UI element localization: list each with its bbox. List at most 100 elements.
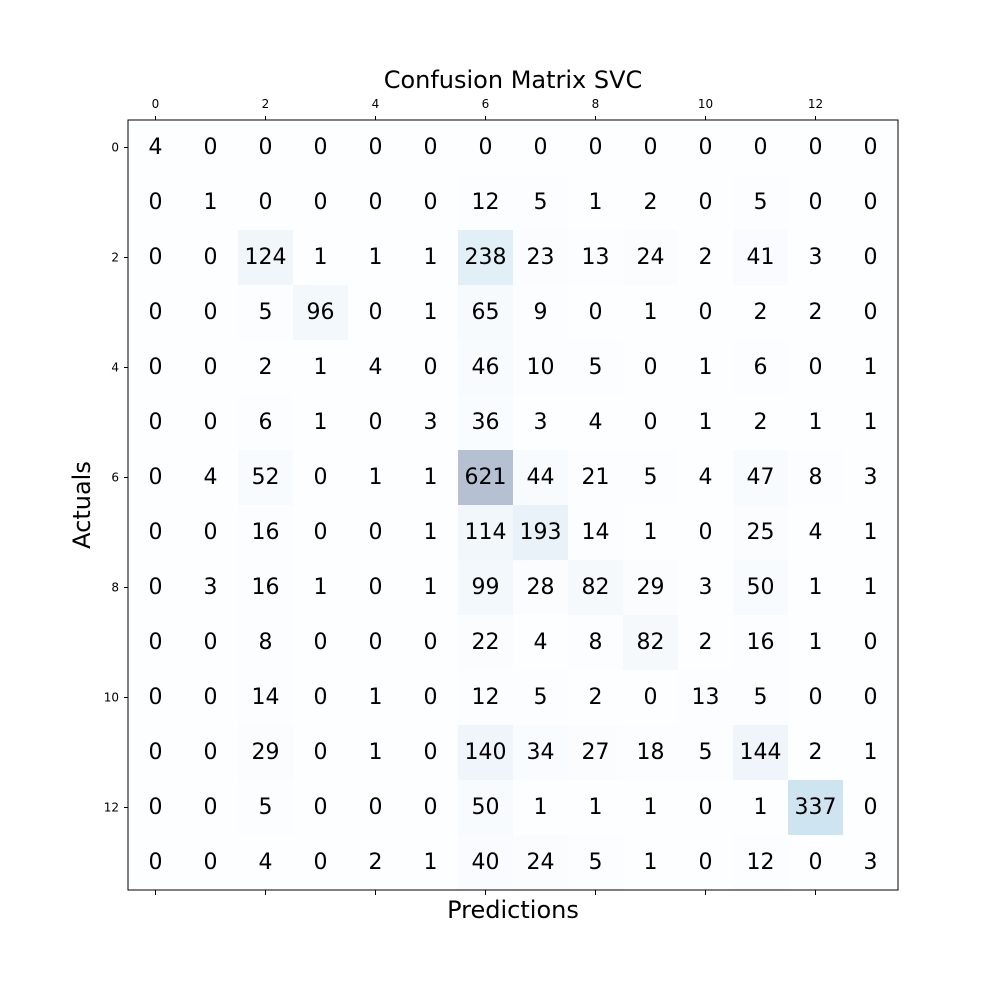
- matrix-cell-r1-c12: [788, 175, 844, 231]
- matrix-cell-r7-c5: [403, 505, 459, 561]
- y-axis-ticks: 0 2 4 6 8 10 12: [104, 141, 128, 815]
- matrix-value-r13-c2: 4: [259, 850, 273, 875]
- matrix-cell-r4-c7: [513, 340, 569, 396]
- matrix-value-r5-c13: 1: [864, 410, 878, 435]
- matrix-cell-r7-c2: [238, 505, 294, 561]
- matrix-value-r4-c8: 5: [589, 355, 603, 380]
- matrix-value-r5-c9: 0: [644, 410, 658, 435]
- matrix-value-r11-c9: 18: [637, 740, 665, 765]
- matrix-cell-r5-c8: [568, 395, 624, 451]
- matrix-value-r10-c2: 14: [252, 685, 280, 710]
- matrix-value-r1-c5: 0: [424, 190, 438, 215]
- matrix-value-r9-c2: 8: [259, 630, 273, 655]
- matrix-cell-r0-c0: [128, 120, 184, 176]
- matrix-value-r9-c7: 4: [534, 630, 548, 655]
- matrix-value-r4-c12: 0: [809, 355, 823, 380]
- matrix-cell-r6-c13: [843, 450, 899, 506]
- matrix-cell-r4-c9: [623, 340, 679, 396]
- matrix-value-r8-c1: 3: [204, 575, 218, 600]
- matrix-value-r12-c8: 1: [589, 795, 603, 820]
- matrix-cell-r4-c4: [348, 340, 404, 396]
- matrix-cell-r2-c2: [238, 230, 294, 286]
- matrix-cell-r9-c10: [678, 615, 734, 671]
- matrix-value-r2-c6: 238: [465, 245, 507, 270]
- matrix-value-r8-c5: 1: [424, 575, 438, 600]
- matrix-cell-r10-c5: [403, 670, 459, 726]
- matrix-value-r11-c2: 29: [252, 740, 280, 765]
- matrix-cell-r8-c11: [733, 560, 789, 616]
- matrix-value-r0-c9: 0: [644, 135, 658, 160]
- matrix-cell-r1-c7: [513, 175, 569, 231]
- matrix-cell-r12-c13: [843, 780, 899, 836]
- matrix-cell-r12-c11: [733, 780, 789, 836]
- matrix-cell-r10-c0: [128, 670, 184, 726]
- matrix-cell-r4-c0: [128, 340, 184, 396]
- matrix-cell-r9-c11: [733, 615, 789, 671]
- matrix-value-r2-c10: 2: [699, 245, 713, 270]
- matrix-value-r10-c12: 0: [809, 685, 823, 710]
- matrix-value-r4-c0: 0: [149, 355, 163, 380]
- matrix-value-r6-c11: 47: [747, 465, 775, 490]
- matrix-cell-r13-c0: [128, 835, 184, 891]
- matrix-value-r4-c5: 0: [424, 355, 438, 380]
- matrix-cell-r12-c9: [623, 780, 679, 836]
- matrix-cell-r0-c10: [678, 120, 734, 176]
- matrix-value-r0-c5: 0: [424, 135, 438, 160]
- matrix-cell-r4-c10: [678, 340, 734, 396]
- matrix-cell-r8-c7: [513, 560, 569, 616]
- matrix-cell-r11-c3: [293, 725, 349, 781]
- matrix-value-r8-c9: 29: [637, 575, 665, 600]
- matrix-cell-r0-c12: [788, 120, 844, 176]
- matrix-value-r6-c12: 8: [809, 465, 823, 490]
- y-tick-label-0: 0: [111, 141, 119, 155]
- matrix-cell-r13-c8: [568, 835, 624, 891]
- matrix-cell-r13-c6: [458, 835, 514, 891]
- matrix-value-r10-c1: 0: [204, 685, 218, 710]
- matrix-value-r10-c9: 0: [644, 685, 658, 710]
- matrix-cell-r10-c10: [678, 670, 734, 726]
- matrix-cell-r11-c7: [513, 725, 569, 781]
- matrix-value-r4-c4: 4: [369, 355, 383, 380]
- matrix-value-r2-c9: 24: [637, 245, 665, 270]
- matrix-cell-r5-c5: [403, 395, 459, 451]
- matrix-value-r10-c13: 0: [864, 685, 878, 710]
- matrix-value-r2-c13: 0: [864, 245, 878, 270]
- matrix-cell-r9-c7: [513, 615, 569, 671]
- x-tick-label-8: 8: [592, 97, 600, 111]
- matrix-cell-r5-c9: [623, 395, 679, 451]
- matrix-cell-r12-c1: [183, 780, 239, 836]
- matrix-value-r10-c0: 0: [149, 685, 163, 710]
- matrix-cell-r12-c3: [293, 780, 349, 836]
- matrix-cell-r10-c3: [293, 670, 349, 726]
- matrix-cell-r13-c11: [733, 835, 789, 891]
- matrix-value-r4-c1: 0: [204, 355, 218, 380]
- matrix-value-r13-c5: 1: [424, 850, 438, 875]
- matrix-cell-r6-c3: [293, 450, 349, 506]
- matrix-cell-r9-c4: [348, 615, 404, 671]
- matrix-cell-r2-c13: [843, 230, 899, 286]
- matrix-value-r0-c11: 0: [754, 135, 768, 160]
- matrix-value-r9-c0: 0: [149, 630, 163, 655]
- matrix-value-r10-c4: 1: [369, 685, 383, 710]
- matrix-value-r6-c1: 4: [204, 465, 218, 490]
- matrix-cell-r3-c13: [843, 285, 899, 341]
- matrix-cell-r3-c4: [348, 285, 404, 341]
- matrix-cell-r12-c0: [128, 780, 184, 836]
- matrix-value-r11-c13: 1: [864, 740, 878, 765]
- matrix-value-r9-c1: 0: [204, 630, 218, 655]
- matrix-cell-r8-c12: [788, 560, 844, 616]
- matrix-value-r2-c1: 0: [204, 245, 218, 270]
- matrix-value-r7-c7: 193: [520, 520, 562, 545]
- matrix-value-r6-c9: 5: [644, 465, 658, 490]
- matrix-value-r5-c1: 0: [204, 410, 218, 435]
- matrix-value-r9-c13: 0: [864, 630, 878, 655]
- matrix-cell-r9-c6: [458, 615, 514, 671]
- matrix-value-r6-c6: 621: [465, 465, 507, 490]
- matrix-cell-r13-c7: [513, 835, 569, 891]
- matrix-value-r5-c4: 0: [369, 410, 383, 435]
- matrix-value-r2-c2: 124: [245, 245, 287, 270]
- matrix-cell-r0-c8: [568, 120, 624, 176]
- matrix-cell-r3-c10: [678, 285, 734, 341]
- matrix-value-r3-c12: 2: [809, 300, 823, 325]
- matrix-value-r1-c4: 0: [369, 190, 383, 215]
